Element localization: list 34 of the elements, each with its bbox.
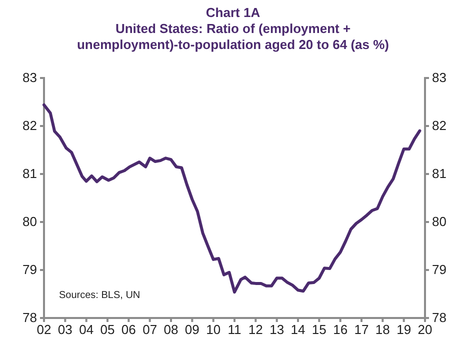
x-tick-label: 06 — [121, 322, 136, 338]
x-tick-label: 19 — [396, 322, 412, 338]
x-tick-label: 20 — [418, 322, 432, 338]
x-tick-label: 15 — [312, 322, 326, 338]
x-tick-label: 18 — [375, 322, 390, 338]
y-tick-label: 79 — [22, 262, 37, 278]
x-tick-label: 08 — [164, 322, 178, 338]
x-tick-label: 17 — [354, 322, 369, 338]
y2-tick-label: 80 — [432, 214, 446, 230]
x-tick-label: 16 — [333, 322, 348, 338]
y-tick-label: 82 — [22, 118, 37, 134]
x-tick-label: 12 — [248, 322, 263, 338]
x-tick-label: 09 — [184, 322, 200, 338]
x-tick-label: 07 — [142, 322, 158, 338]
y-tick-label: 83 — [22, 70, 37, 86]
x-tick-label: 10 — [206, 322, 221, 338]
x-tick-label: 03 — [58, 322, 72, 338]
y2-tick-label: 79 — [432, 262, 446, 278]
y-tick-label: 80 — [22, 214, 37, 230]
x-tick-label: 02 — [36, 322, 52, 338]
chart-subtitle: United States: Ratio of (employment + unemployment)-to-population aged 20 to 64 (as %) — [76, 21, 390, 52]
y-tick-label: 81 — [22, 166, 37, 182]
y2-tick-label: 83 — [432, 70, 446, 86]
x-tick-label: 14 — [290, 322, 306, 338]
x-tick-label: 05 — [100, 322, 115, 338]
x-tick-label: 04 — [79, 322, 94, 338]
y-tick-label: 78 — [22, 310, 37, 326]
x-tick-label: 13 — [270, 322, 284, 338]
x-tick-label: 11 — [228, 322, 242, 338]
chart-title: Chart 1A — [206, 5, 261, 20]
y2-tick-label: 82 — [432, 118, 446, 134]
y2-tick-label: 81 — [432, 166, 446, 182]
y2-tick-label: 78 — [432, 310, 446, 326]
annotation: Sources: BLS, UN — [59, 290, 140, 301]
